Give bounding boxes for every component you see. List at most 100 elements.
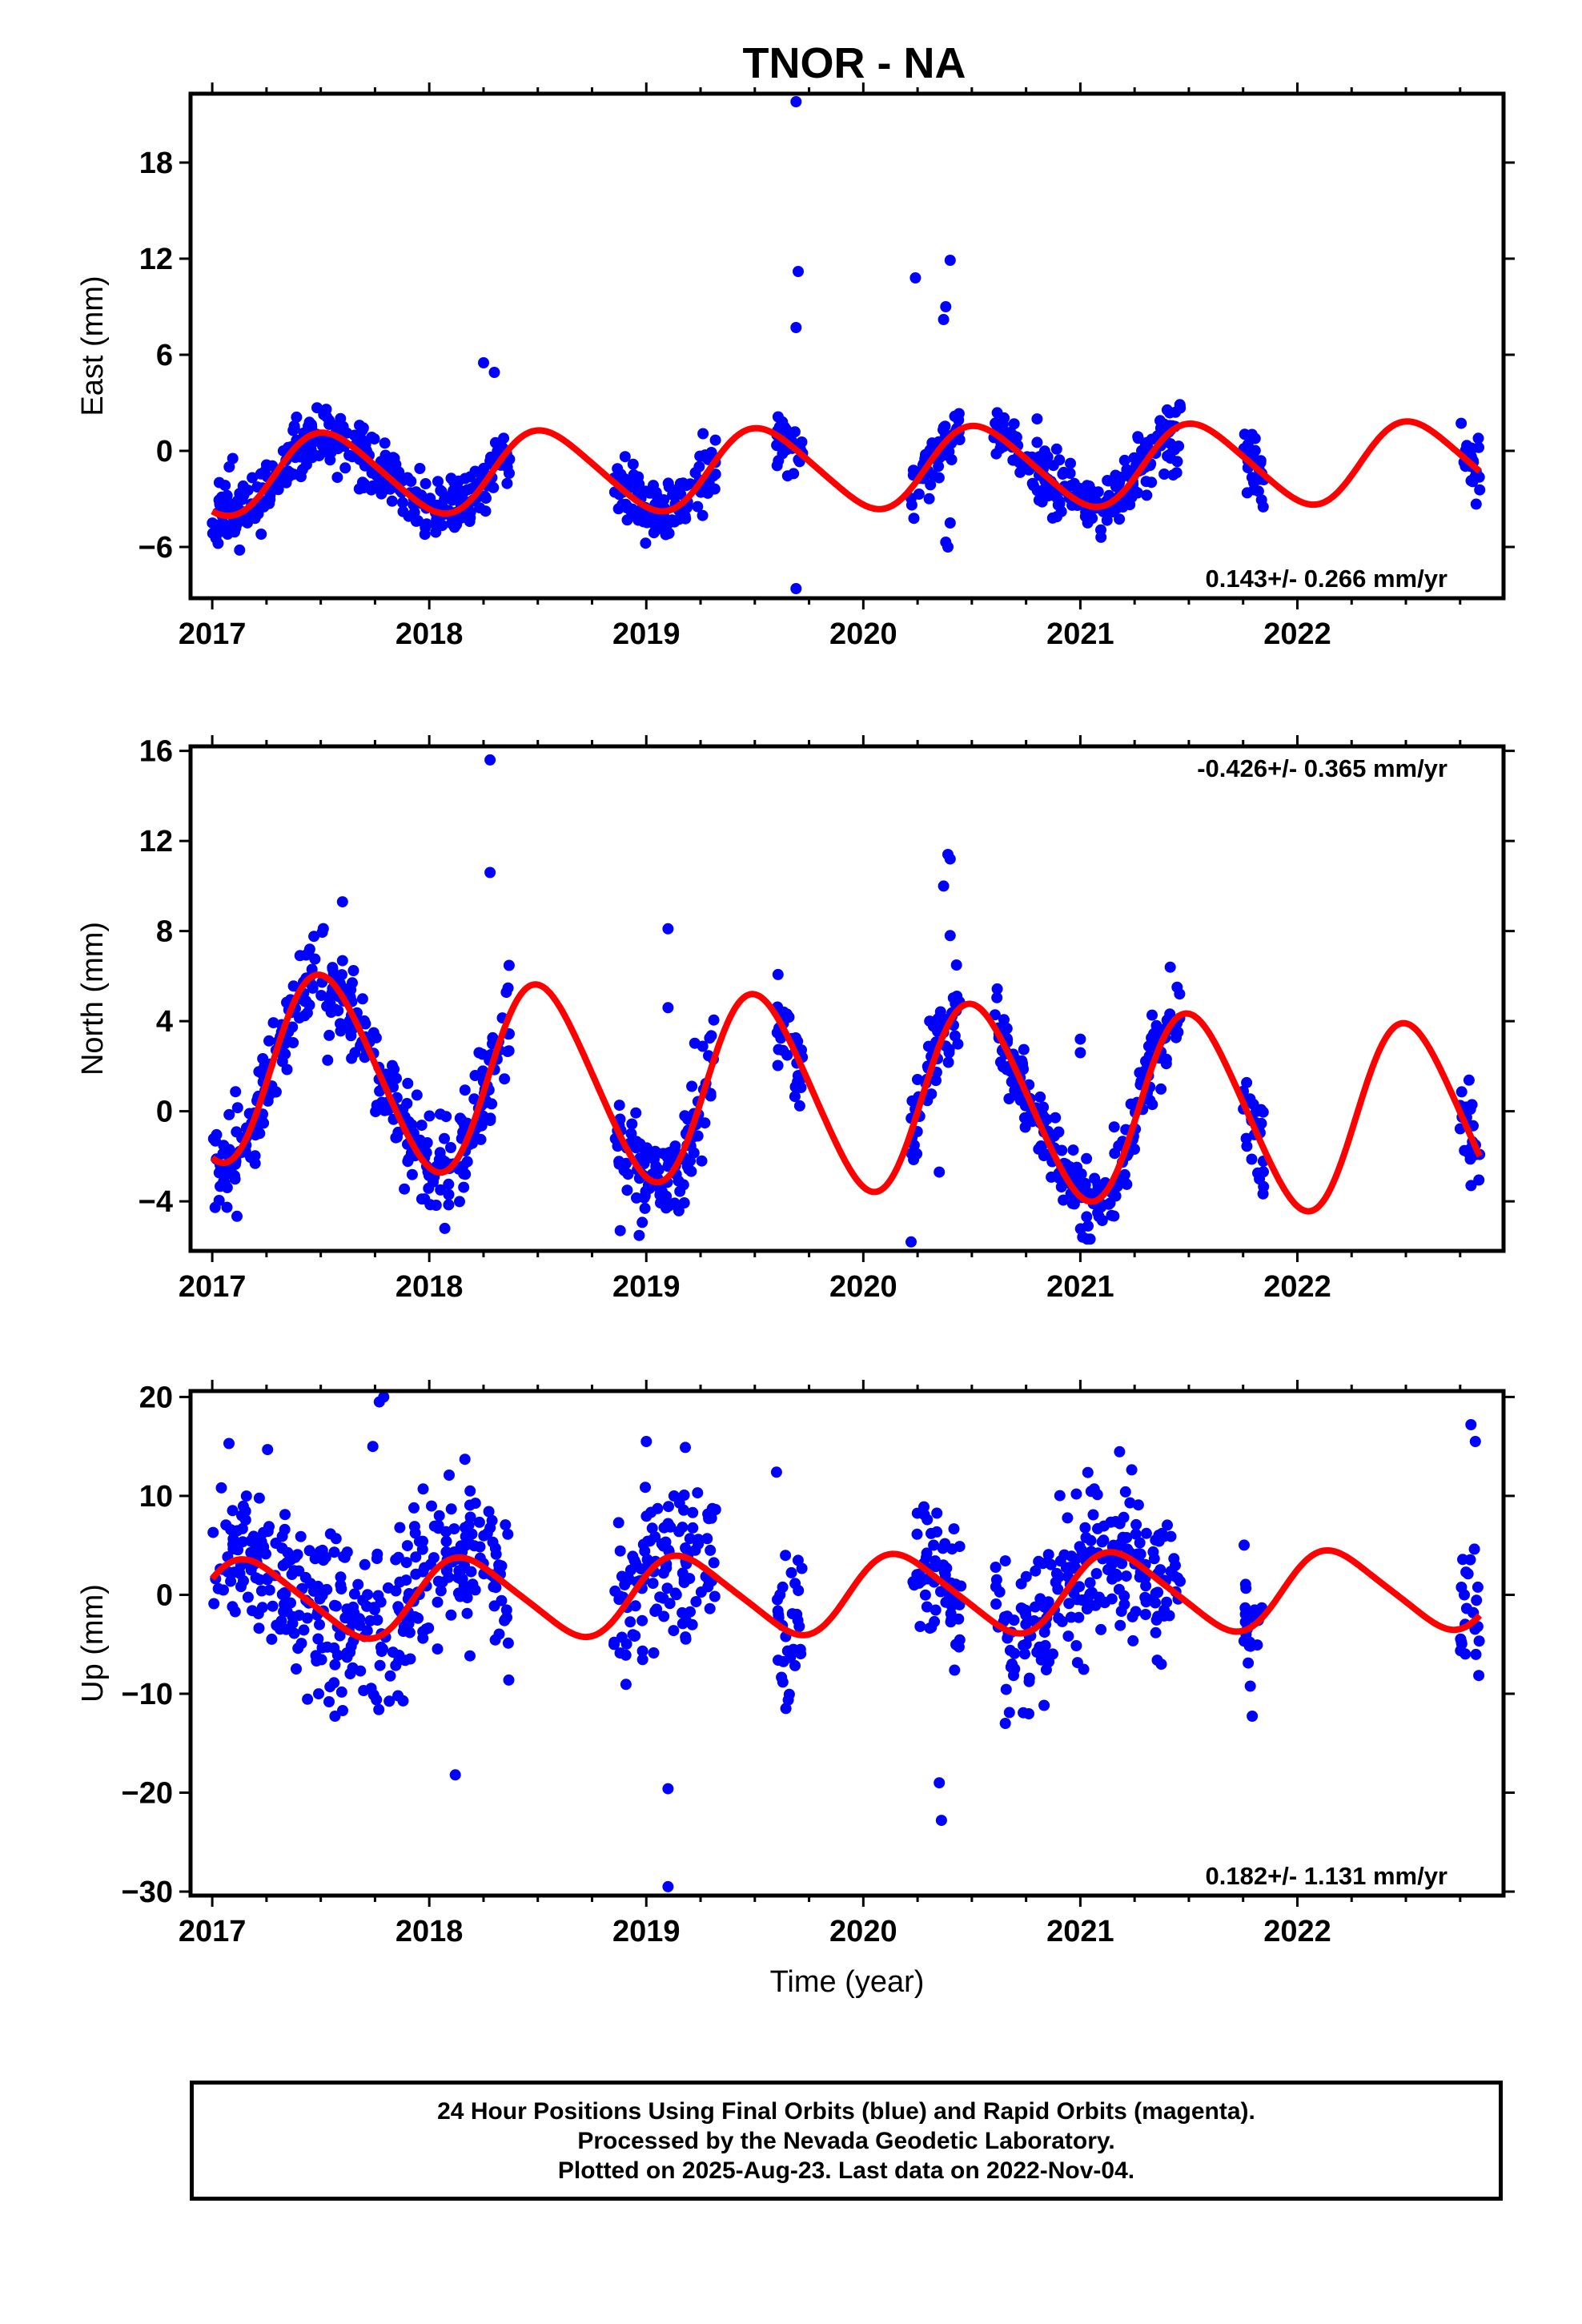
data-point: [1111, 1570, 1123, 1582]
data-point: [1473, 1670, 1485, 1682]
y-tick-label: 16: [139, 735, 173, 769]
data-point: [1108, 1121, 1120, 1133]
data-point: [1058, 466, 1070, 478]
data-point: [1003, 1707, 1015, 1719]
data-point-outlier: [944, 255, 956, 266]
data-point: [1461, 440, 1473, 452]
data-point: [333, 973, 345, 985]
data-point: [640, 1147, 652, 1158]
data-point: [933, 472, 945, 484]
data-point: [774, 1589, 786, 1601]
data-point: [464, 1485, 476, 1497]
data-point: [500, 1614, 511, 1626]
data-point: [372, 481, 383, 493]
x-tick-label: 2019: [612, 617, 681, 651]
data-point: [312, 1633, 324, 1645]
data-point: [257, 1053, 269, 1064]
data-point: [356, 993, 368, 1005]
data-point: [925, 479, 937, 491]
data-point: [645, 1506, 657, 1518]
data-point: [347, 965, 359, 976]
data-point-outlier: [790, 583, 802, 594]
data-point: [630, 1107, 642, 1119]
data-point: [624, 1616, 636, 1628]
data-point: [662, 1518, 674, 1530]
data-point: [921, 1551, 932, 1563]
data-point: [930, 1604, 942, 1616]
data-point-outlier: [367, 1441, 379, 1453]
data-point: [1246, 472, 1258, 484]
data-point: [1141, 489, 1153, 501]
data-point: [286, 1569, 298, 1580]
data-point: [680, 1441, 691, 1454]
data-point: [443, 1199, 455, 1211]
data-point: [1102, 1564, 1114, 1576]
data-point: [931, 1507, 943, 1519]
data-point: [1101, 514, 1113, 526]
data-point: [1062, 1630, 1074, 1642]
data-point: [955, 1580, 967, 1592]
data-point: [1130, 1518, 1142, 1530]
data-point: [443, 1178, 455, 1190]
data-point: [348, 1588, 360, 1600]
data-point: [702, 1581, 714, 1593]
data-point: [1255, 494, 1267, 506]
data-point: [499, 1073, 511, 1085]
data-layer: [207, 754, 1486, 1248]
data-point: [432, 476, 444, 488]
data-point: [998, 1014, 1010, 1026]
data-point: [918, 1501, 930, 1513]
data-point: [1123, 467, 1134, 479]
data-point: [299, 1571, 311, 1583]
data-point: [636, 1645, 648, 1657]
data-point: [789, 1091, 801, 1103]
data-point: [1023, 1675, 1035, 1687]
data-point: [1052, 499, 1064, 511]
data-point-outlier: [478, 357, 489, 368]
footer-legend-box: 24 Hour Positions Using Final Orbits (bl…: [190, 2081, 1503, 2201]
data-point: [1174, 1575, 1186, 1587]
data-point: [911, 1528, 923, 1540]
data-point: [1125, 1098, 1137, 1110]
data-point: [773, 455, 785, 467]
data-point: [464, 1650, 476, 1662]
data-point: [949, 1664, 961, 1676]
y-tick-label: −4: [139, 1185, 173, 1219]
data-point: [686, 1618, 698, 1630]
y-tick-label: 0: [156, 1096, 173, 1129]
x-tick-label: 2020: [829, 1915, 897, 1948]
data-point: [908, 513, 920, 525]
data-point: [390, 1659, 402, 1671]
data-point: [266, 1633, 278, 1645]
data-point: [1158, 1604, 1170, 1616]
data-point-outlier: [934, 1777, 946, 1789]
data-point: [230, 1086, 242, 1098]
data-point: [292, 450, 304, 462]
data-point: [477, 1111, 489, 1123]
data-point: [255, 1585, 267, 1597]
data-point: [445, 1142, 456, 1153]
data-point: [989, 1009, 1001, 1021]
data-point: [1008, 1670, 1019, 1682]
data-point: [231, 1102, 243, 1114]
data-point: [1124, 1497, 1136, 1509]
data-point: [325, 1007, 337, 1018]
data-point: [682, 1113, 693, 1125]
x-tick-label: 2020: [829, 617, 897, 651]
data-point: [411, 1089, 423, 1101]
data-point: [1144, 1095, 1156, 1107]
data-point: [953, 414, 965, 426]
data-point: [789, 426, 801, 438]
data-point: [924, 1622, 936, 1634]
data-point: [481, 1527, 493, 1539]
data-point: [261, 1574, 273, 1586]
data-point: [1050, 1576, 1062, 1588]
data-point: [1134, 1067, 1146, 1079]
data-point: [448, 476, 460, 488]
data-point: [1018, 1639, 1030, 1651]
data-point: [468, 1093, 480, 1105]
data-point: [620, 1638, 632, 1650]
data-point: [1030, 1565, 1042, 1577]
data-point: [644, 487, 656, 499]
data-point: [673, 1526, 685, 1538]
